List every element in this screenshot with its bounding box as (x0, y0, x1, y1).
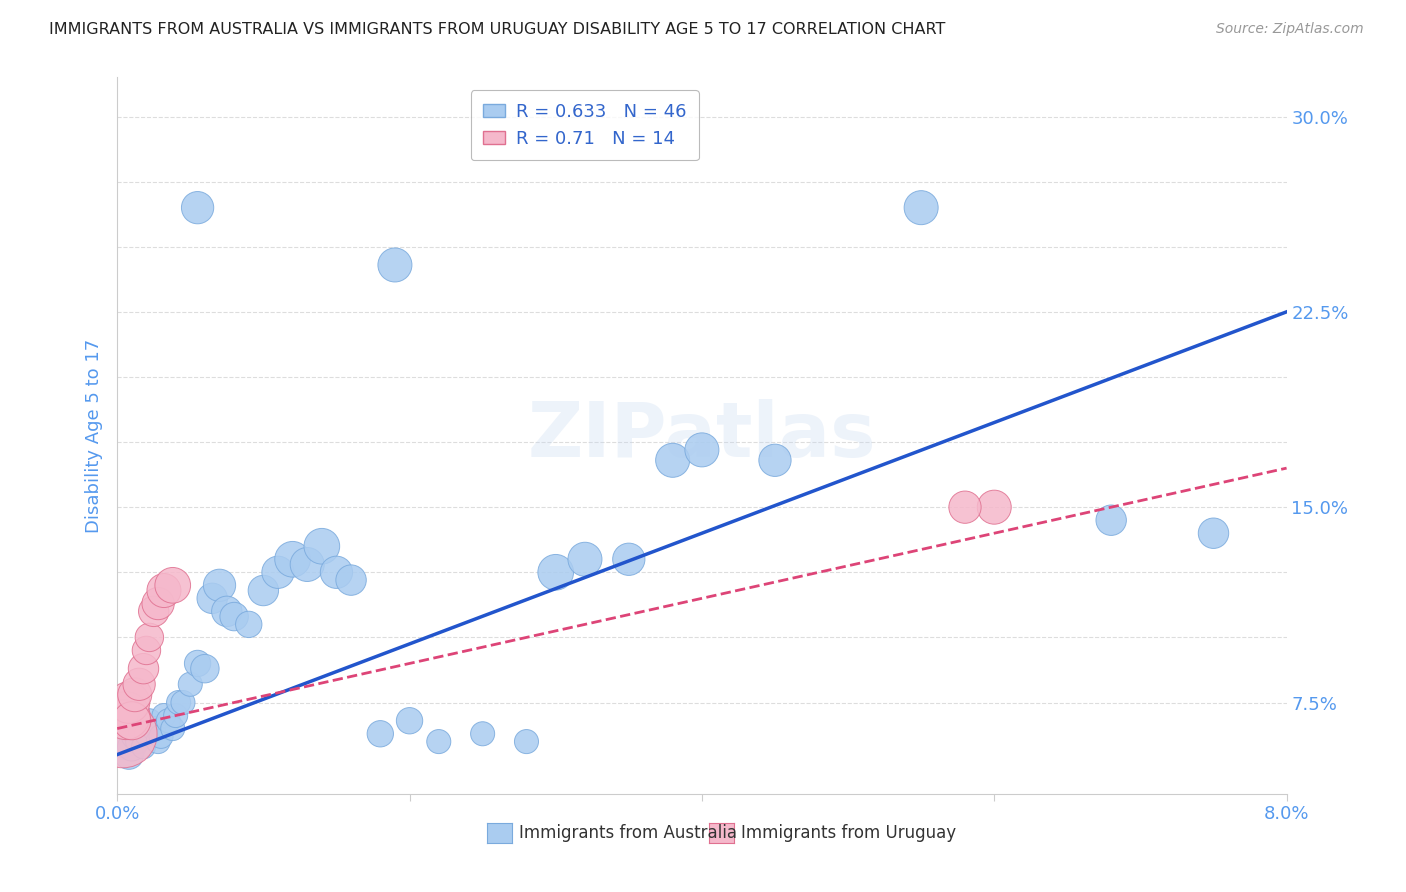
Point (124, 730, 146, 744)
Text: IMMIGRANTS FROM AUSTRALIA VS IMMIGRANTS FROM URUGUAY DISABILITY AGE 5 TO 17 CORR: IMMIGRANTS FROM AUSTRALIA VS IMMIGRANTS … (49, 22, 946, 37)
Point (153, 583, 176, 598)
Point (763, 453, 786, 467)
Point (617, 552, 640, 566)
Point (194, 662, 217, 676)
Point (515, 734, 537, 748)
Point (115, 708, 138, 723)
Point (187, 201, 209, 215)
Point (368, 727, 391, 741)
Point (138, 714, 160, 728)
Point (124, 688, 146, 702)
Point (238, 617, 260, 632)
Text: Immigrants from Australia: Immigrants from Australia (519, 824, 737, 842)
Point (118, 696, 141, 710)
Point (427, 734, 450, 748)
Point (281, 552, 304, 566)
Point (910, 201, 932, 215)
Text: ZIPatlas: ZIPatlas (527, 399, 876, 473)
Point (267, 566, 290, 580)
Point (661, 453, 683, 467)
Point (201, 591, 224, 606)
Point (325, 566, 347, 580)
Y-axis label: Disability Age 5 to 17: Disability Age 5 to 17 (86, 338, 103, 533)
Point (118, 747, 141, 762)
Point (146, 734, 169, 748)
Point (121, 714, 143, 728)
Point (179, 677, 201, 691)
Point (135, 727, 157, 741)
Point (128, 677, 150, 691)
Point (165, 708, 187, 723)
Point (162, 578, 184, 592)
Point (690, 442, 713, 457)
Point (172, 696, 194, 710)
Point (153, 708, 176, 723)
Point (544, 566, 567, 580)
Point (132, 739, 155, 754)
Point (114, 734, 136, 748)
Point (157, 714, 180, 728)
Point (187, 657, 209, 671)
Point (311, 539, 333, 553)
Point (167, 696, 190, 710)
Point (574, 552, 596, 566)
Point (142, 722, 165, 736)
Point (297, 558, 319, 572)
Point (138, 631, 160, 645)
Point (132, 662, 155, 676)
Point (146, 597, 169, 611)
Point (471, 727, 494, 741)
Point (208, 578, 231, 592)
Legend: R = 0.633   N = 46, R = 0.71   N = 14: R = 0.633 N = 46, R = 0.71 N = 14 (471, 90, 699, 161)
Point (127, 734, 149, 748)
Point (142, 604, 165, 618)
Point (953, 500, 976, 515)
Point (121, 739, 143, 754)
Point (150, 730, 173, 744)
Point (112, 727, 135, 741)
Point (384, 258, 406, 272)
Text: Immigrants from Uruguay: Immigrants from Uruguay (741, 824, 956, 842)
Point (215, 604, 238, 618)
Point (340, 573, 363, 587)
Point (398, 714, 420, 728)
Point (162, 722, 184, 736)
Point (224, 609, 246, 624)
Point (1202, 526, 1225, 541)
Text: Source: ZipAtlas.com: Source: ZipAtlas.com (1216, 22, 1364, 37)
Point (983, 500, 1005, 515)
Point (129, 724, 152, 739)
Point (135, 643, 157, 657)
Point (252, 583, 274, 598)
Point (1099, 513, 1122, 527)
